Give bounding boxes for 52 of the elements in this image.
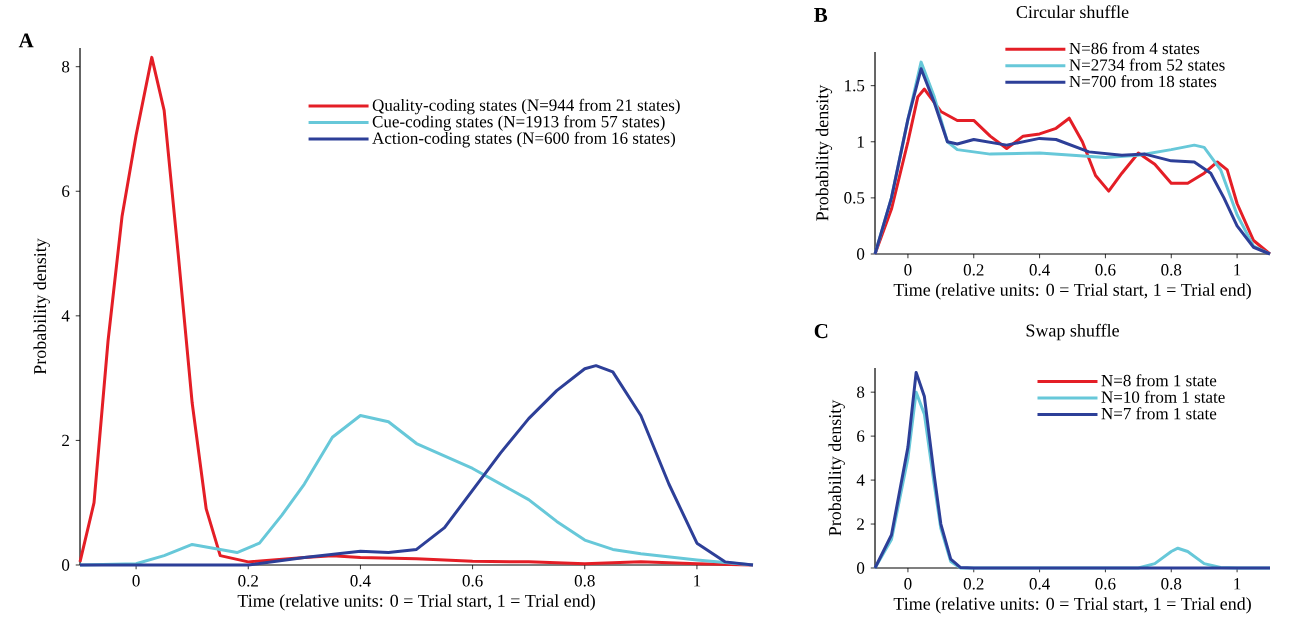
x-tick-label: 1 (694, 575, 701, 587)
x-tick-label: 0.2 (963, 264, 984, 276)
x-tick-label: 0 (132, 575, 140, 587)
x-axis-title: Time (relative units: 0 = Trial start, 1 = Trial end) (893, 283, 1251, 300)
x-tick-label: 0.4 (1029, 264, 1050, 276)
x-tick-label: 1 (1234, 264, 1241, 276)
y-tick-label: 8 (62, 60, 70, 73)
x-tick-label: 0.8 (1161, 264, 1182, 276)
legend-label: N=86 from 4 states (1069, 42, 1200, 55)
x-tick-label: 0.6 (1095, 578, 1116, 590)
x-tick-label: 1 (1234, 578, 1241, 590)
y-tick-label: 1.5 (845, 79, 865, 92)
legend-label: N=10 from 1 state (1101, 390, 1225, 403)
x-tick-label: 0 (904, 578, 912, 590)
legend-label: Cue-coding states (N=1913 from 57 states) (372, 115, 665, 131)
legend-label: N=700 from 18 states (1069, 75, 1217, 88)
legend-label: N=2734 from 52 states (1069, 58, 1225, 71)
x-tick-label: 0.4 (350, 575, 371, 587)
y-tick-label: 0 (857, 248, 865, 260)
y-tick-label: 0 (62, 559, 70, 571)
x-axis-title: Time (relative units: 0 = Trial start, 1 = Trial end) (893, 597, 1251, 614)
y-tick-label: 1 (857, 136, 864, 148)
legend-label: N=7 from 1 state (1101, 407, 1217, 420)
chart-title: Circular shuffle (1016, 5, 1129, 19)
y-axis-title: Probability density (815, 84, 833, 221)
y-axis-title: Probability density (33, 238, 50, 375)
x-tick-label: 0.2 (963, 578, 984, 590)
x-tick-label: 0.2 (238, 575, 258, 587)
x-tick-label: 0.8 (1161, 578, 1182, 590)
y-tick-label: 4 (856, 474, 865, 486)
y-tick-label: 6 (62, 185, 70, 197)
x-tick-label: 0.6 (462, 575, 483, 587)
y-tick-label: 6 (857, 430, 865, 442)
chart-title: Swap shuffle (1026, 323, 1119, 341)
text: A (18, 33, 34, 48)
y-tick-label: 2 (62, 434, 69, 447)
legend-label: Quality-coding states (N=944 from 21 states) (372, 98, 680, 115)
legend-label: Action-coding states (N=600 from 16 states) (372, 131, 676, 148)
x-tick-label: 0.4 (1029, 578, 1050, 590)
text: B (814, 8, 828, 22)
y-tick-label: 8 (857, 386, 865, 398)
y-tick-label: 0 (857, 562, 865, 574)
x-tick-label: 0 (904, 264, 912, 276)
y-tick-label: 4 (61, 310, 70, 322)
y-axis-title: Probability density (828, 399, 845, 536)
x-axis-title: Time (relative units: 0 = Trial start, 1 = Trial end) (237, 594, 595, 611)
y-tick-label: 2 (857, 518, 864, 530)
text: C (814, 324, 828, 339)
legend-label: N=8 from 1 state (1101, 374, 1217, 387)
y-tick-label: 0.5 (844, 192, 865, 204)
x-tick-label: 0.8 (574, 575, 595, 587)
x-tick-label: 0.6 (1095, 264, 1116, 276)
